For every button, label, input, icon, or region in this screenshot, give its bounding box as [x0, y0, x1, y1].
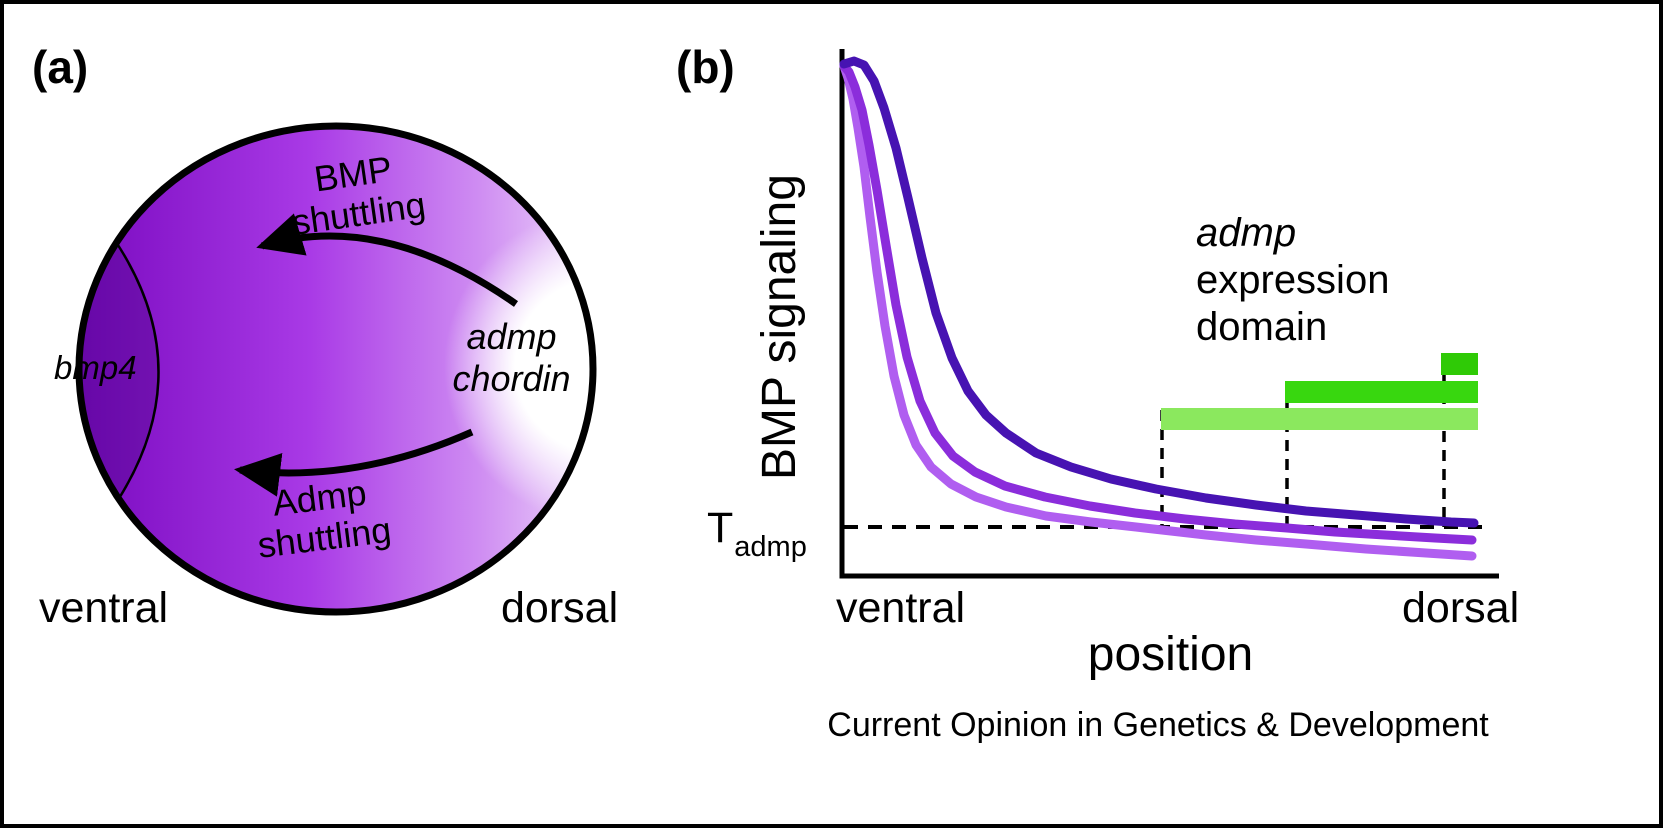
chordin-gene-label: chordin — [452, 358, 571, 400]
panel-a-drawing — [75, 122, 597, 616]
panel-b-label: (b) — [676, 41, 735, 93]
admp-expression-bar-3 — [1441, 353, 1478, 375]
admp-expression-bar-1 — [1161, 408, 1478, 430]
journal-caption: Current Opinion in Genetics & Developmen… — [827, 706, 1489, 744]
admp-expression-bar-2 — [1285, 381, 1478, 403]
panel-b-ventral-label: ventral — [836, 584, 966, 632]
threshold-label-sub: admp — [734, 530, 807, 563]
embryo-outline — [75, 122, 597, 616]
panel-a-dorsal-label: dorsal — [501, 584, 619, 632]
annotation-line3: domain — [1196, 305, 1328, 350]
bmp-shuttling-arrow — [256, 213, 519, 307]
annotation-line2: expression — [1196, 258, 1390, 303]
threshold-label: Tadmp — [707, 504, 807, 563]
annotation-line1: admp — [1196, 211, 1297, 255]
panel-b-plot — [839, 49, 1499, 579]
panel-b-dorsal-label: dorsal — [1402, 584, 1520, 632]
chart-layer — [839, 56, 1484, 561]
curve-gradient-dark — [839, 56, 1479, 528]
curve-gradient-light — [839, 61, 1477, 561]
plot-axes — [839, 49, 1499, 579]
x-axis-label: position — [1087, 628, 1254, 681]
admp-expression-annotation: admp expression domain — [1196, 210, 1389, 352]
threshold-label-main: T — [707, 504, 734, 552]
bmp4-gene-label: bmp4 — [54, 349, 137, 386]
bmp4-expression-region — [79, 202, 159, 544]
panel-a-label: (a) — [32, 41, 89, 93]
bmp4-boundary-arc — [114, 241, 160, 501]
y-axis-label: BMP signaling — [753, 174, 806, 480]
admp-shuttling-arrow — [234, 428, 474, 497]
panel-a-ventral-label: ventral — [39, 584, 169, 632]
admp-gene-label: admp — [466, 316, 557, 357]
curve-gradient-medium — [839, 61, 1477, 545]
dorsal-organizer-region — [79, 126, 593, 612]
dorsal-genes-label: admp chordin — [424, 316, 599, 401]
